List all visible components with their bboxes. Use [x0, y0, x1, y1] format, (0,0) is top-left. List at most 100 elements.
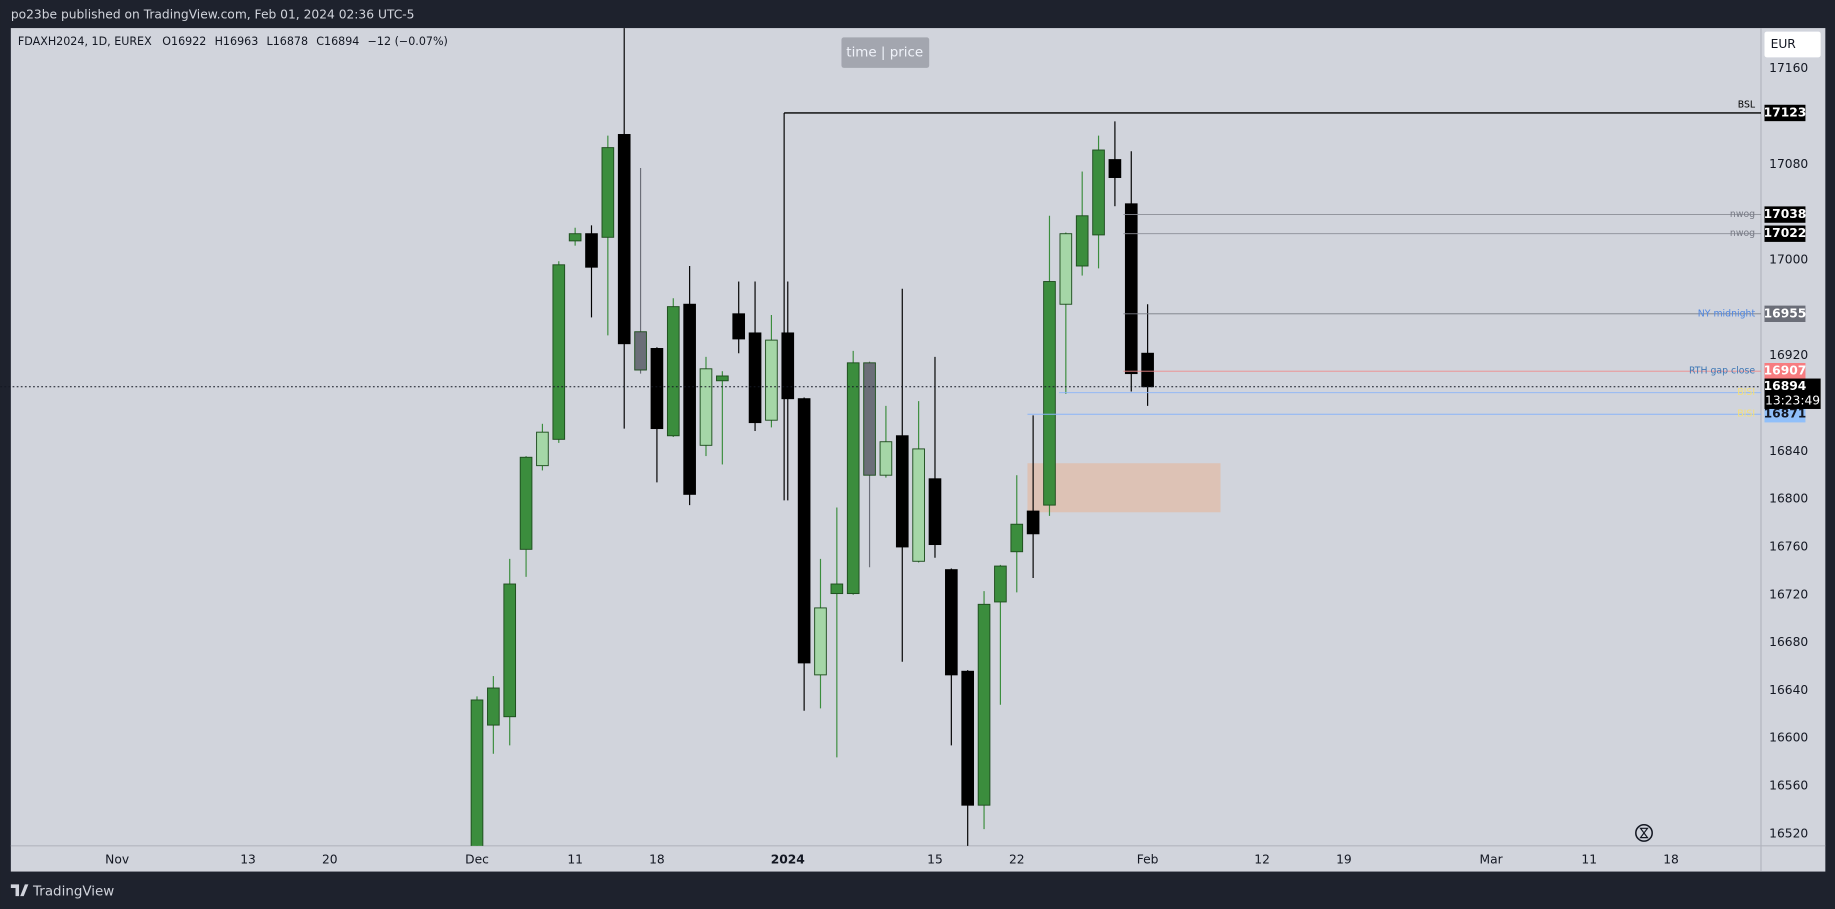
brand-name: TradingView: [32, 884, 114, 899]
candle-body: [928, 478, 942, 546]
price-badge-label: 17022: [1764, 226, 1807, 240]
ohlc-change: −12 (−0.07%): [368, 35, 448, 48]
candle-body: [1124, 203, 1138, 375]
price-badge: [1764, 225, 1806, 242]
toolbar-button-label[interactable]: time | price: [846, 46, 923, 61]
x-tick-label: 15: [927, 852, 943, 866]
candle-body: [994, 565, 1007, 603]
candle-body: [945, 569, 958, 676]
price-badge: [1764, 104, 1806, 122]
y-tick-label: 16720: [1769, 587, 1808, 601]
currency[interactable]: EUR: [1771, 37, 1797, 51]
candle-body: [977, 603, 991, 806]
brand-logo: [10, 884, 29, 897]
candle-body: [846, 362, 860, 595]
price-badge-label: 16955: [1764, 306, 1807, 320]
publisher-line: po23be published on TradingView.com, Feb…: [11, 8, 415, 22]
candle-body: [487, 687, 500, 726]
candle-body: [666, 306, 680, 437]
candle-body: [1043, 281, 1056, 506]
ohlc-close: C16894: [316, 35, 359, 48]
candle-body: [1108, 159, 1122, 178]
x-tick-label: 12: [1254, 852, 1270, 866]
candle-body: [830, 583, 844, 595]
candle-body: [1010, 523, 1024, 553]
candle-body: [781, 332, 795, 400]
level-label: BISI: [1737, 387, 1755, 398]
y-tick-label: 16680: [1769, 635, 1808, 649]
price-badge: [1764, 406, 1806, 423]
y-tick-label: 16920: [1769, 348, 1808, 362]
x-tick-label: 11: [567, 852, 583, 866]
candle-body: [912, 448, 925, 562]
y-tick-label: 16760: [1769, 539, 1808, 553]
x-tick-label: Feb: [1137, 852, 1159, 866]
clock-icon[interactable]: [1635, 824, 1653, 842]
candle-body: [1092, 149, 1105, 236]
candle-body: [814, 607, 827, 676]
candle-body: [634, 331, 647, 371]
candle-body: [1141, 352, 1154, 388]
candle-body: [568, 233, 582, 242]
x-tick-label: 13: [240, 852, 256, 866]
plot: BSL nwog nwog NY midnight RTH gap close BISI B…: [470, 28, 1761, 846]
y-tick-label: 17080: [1769, 157, 1808, 171]
level-label: nwog: [1730, 228, 1755, 239]
candle-body: [1059, 233, 1073, 305]
x-tick-label: 18: [649, 852, 665, 866]
candle-body: [650, 348, 664, 430]
legend: FDAXH2024, 1D, EUREX O16922 H16963 L1687…: [18, 35, 448, 48]
candle-body: [617, 134, 631, 345]
x-tick-label: 18: [1663, 852, 1679, 866]
y-tick-label: 16840: [1769, 444, 1808, 458]
level-label: NY midnight: [1698, 308, 1756, 319]
y-tick-label: 17160: [1769, 61, 1808, 75]
candle-body: [748, 332, 762, 424]
candle-body: [765, 339, 778, 421]
candle-body: [797, 398, 811, 664]
x-tick-label: 20: [322, 852, 338, 866]
x-tick-label: 2024: [771, 852, 805, 866]
candle-body: [503, 583, 517, 718]
price-badge-label: 17038: [1764, 207, 1807, 221]
candle-body: [716, 375, 729, 382]
candle-body: [552, 264, 566, 440]
candle-body: [732, 313, 746, 340]
x-tick-label: 19: [1336, 852, 1352, 866]
x-tick-label: 11: [1581, 852, 1597, 866]
candle-body: [601, 147, 615, 238]
level-label: BSL: [1738, 99, 1756, 110]
y-tick-label: 16600: [1769, 731, 1808, 745]
axes: 17160 17080 17000 16920 16840 16800 16760 16720…: [0, 61, 1821, 866]
brand: TradingView: [10, 884, 114, 899]
y-tick-label: 17000: [1769, 253, 1808, 267]
price-badge: [1764, 206, 1806, 223]
level-label: nwog: [1730, 209, 1755, 220]
y-tick-label: 16640: [1769, 683, 1808, 697]
clock-glass[interactable]: [1639, 827, 1649, 839]
y-tick-label: 16520: [1769, 826, 1808, 840]
candle-body: [863, 362, 876, 476]
zone: [1027, 463, 1221, 513]
currency-box[interactable]: [1764, 31, 1821, 58]
clock-ring[interactable]: [1635, 824, 1653, 842]
last-price-label: 16894: [1764, 379, 1807, 393]
price-badge: [1764, 305, 1806, 323]
toolbar-button[interactable]: [841, 37, 930, 68]
level-label: BISI: [1737, 409, 1755, 420]
price-badge: [1764, 363, 1806, 380]
level-label: RTH gap close: [1689, 366, 1755, 377]
candle-body: [699, 368, 713, 446]
candle-body: [1026, 510, 1040, 535]
candle-body: [1075, 215, 1089, 267]
x-tick-label: Nov: [105, 852, 129, 866]
x-tick-label: 22: [1009, 852, 1025, 866]
countdown: 13:23:49: [1765, 393, 1820, 407]
ohlc-high: H16963: [215, 35, 259, 48]
price-badge-label: 16907: [1764, 364, 1807, 378]
symbol: FDAXH2024, 1D, EUREX: [18, 35, 152, 48]
last-price-badge: [1764, 378, 1821, 409]
y-tick-label: 16800: [1769, 492, 1808, 506]
